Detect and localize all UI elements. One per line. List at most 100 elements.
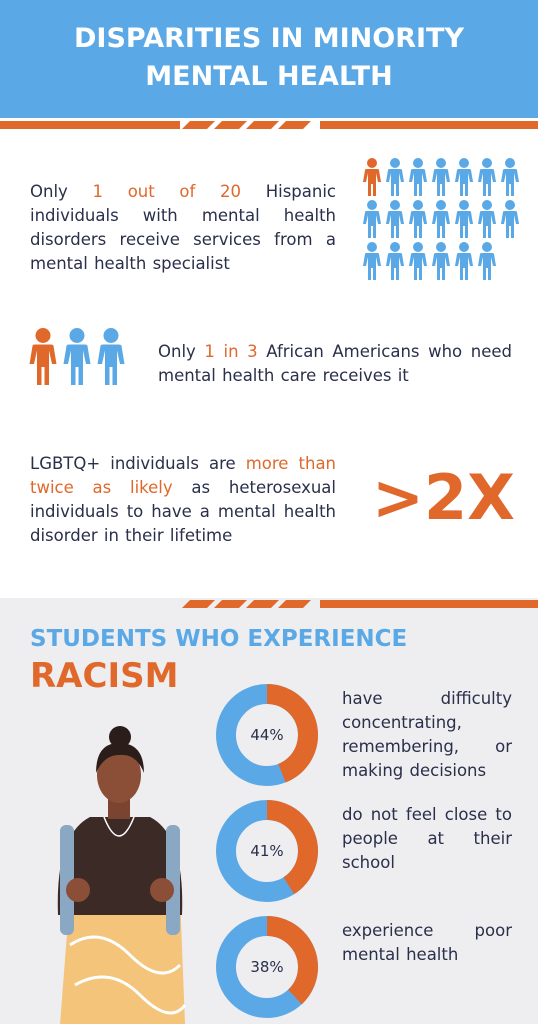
body xyxy=(501,211,519,238)
body xyxy=(409,253,427,280)
head xyxy=(459,200,469,210)
body xyxy=(478,169,496,196)
head xyxy=(482,200,492,210)
person-icon xyxy=(363,158,381,196)
fact-text: Only xyxy=(30,182,93,201)
head xyxy=(459,242,469,252)
fact-text: LGBTQ+ individuals are xyxy=(30,454,246,473)
people-icons xyxy=(29,328,125,385)
person-icon xyxy=(63,328,91,385)
head xyxy=(505,200,515,210)
big-stat: >2X xyxy=(372,461,515,534)
fact-text: as heterosexual individuals to have a me… xyxy=(30,478,336,545)
person-icon xyxy=(97,328,125,385)
head xyxy=(436,242,446,252)
person-icon xyxy=(386,242,404,280)
head xyxy=(390,158,400,168)
head xyxy=(482,242,492,252)
body xyxy=(432,211,450,238)
head xyxy=(413,242,423,252)
body xyxy=(432,253,450,280)
fact-text: 1 in 3 xyxy=(204,342,258,361)
fact-text: African Americans who need mental health… xyxy=(158,342,512,385)
person-icon xyxy=(478,200,496,238)
body xyxy=(432,169,450,196)
stat-text: do not feel close to people at their sch… xyxy=(342,805,512,872)
head xyxy=(413,200,423,210)
person-icon xyxy=(363,242,381,280)
donut-label: 38% xyxy=(250,958,283,976)
person-icon xyxy=(409,200,427,238)
fact: LGBTQ+ individuals are more than twice a… xyxy=(30,452,336,548)
person-icon xyxy=(432,158,450,196)
body xyxy=(63,344,91,385)
body xyxy=(363,169,381,196)
person-icon xyxy=(455,158,473,196)
head xyxy=(390,200,400,210)
donut-arc xyxy=(216,800,318,902)
fact-text: more than twice as likely xyxy=(30,454,337,497)
person-icon xyxy=(432,200,450,238)
body xyxy=(478,253,496,280)
head xyxy=(436,158,446,168)
person-icon xyxy=(455,200,473,238)
head xyxy=(367,158,377,168)
donut-label: 41% xyxy=(250,842,283,860)
body xyxy=(386,211,404,238)
body xyxy=(97,344,125,385)
person-icon xyxy=(478,242,496,280)
body xyxy=(363,211,381,238)
head xyxy=(390,242,400,252)
title-line: DISPARITIES IN MINORITY xyxy=(73,23,464,54)
person-icon xyxy=(478,158,496,196)
student-illustration xyxy=(57,726,187,1024)
donut-label: 44% xyxy=(250,726,283,744)
fact-text: 1 out of 20 xyxy=(92,182,242,201)
head xyxy=(367,242,377,252)
head xyxy=(482,158,492,168)
head xyxy=(505,158,515,168)
person-icon xyxy=(386,158,404,196)
fact-text: Only xyxy=(158,342,205,361)
person-icon xyxy=(432,242,450,280)
person-icon xyxy=(29,328,57,385)
header-band xyxy=(0,0,538,118)
donut: 44% xyxy=(216,684,318,786)
person-icon xyxy=(501,200,519,238)
donut-arc xyxy=(216,684,318,786)
people-icons xyxy=(363,158,519,280)
head xyxy=(459,158,469,168)
body xyxy=(455,253,473,280)
fact: Only 1 in 3 African Americans who need m… xyxy=(158,340,512,388)
body xyxy=(363,253,381,280)
head xyxy=(35,328,51,343)
body xyxy=(386,253,404,280)
stripe xyxy=(0,121,538,129)
body xyxy=(386,169,404,196)
section-emphasis: RACISM xyxy=(30,656,179,696)
person-icon xyxy=(409,242,427,280)
body xyxy=(455,169,473,196)
fact: Only 1 out of 20 Hispanic individuals wi… xyxy=(30,180,336,276)
stat-text: have difficulty concentrating, rememberi… xyxy=(342,689,512,780)
stat-text: experience poor mental health xyxy=(342,921,512,964)
person-icon xyxy=(386,200,404,238)
donut-arc xyxy=(216,916,318,1018)
section-title: STUDENTS WHO EXPERIENCE xyxy=(30,626,408,652)
stripe xyxy=(182,600,538,608)
body xyxy=(501,169,519,196)
fact-text: Hispanic individuals with mental health … xyxy=(30,182,336,273)
person-icon xyxy=(501,158,519,196)
donut: 41% xyxy=(216,800,318,902)
donut: 38% xyxy=(216,916,318,1018)
body xyxy=(455,211,473,238)
body xyxy=(478,211,496,238)
head xyxy=(413,158,423,168)
head xyxy=(367,200,377,210)
title-line: MENTAL HEALTH xyxy=(145,61,393,92)
head xyxy=(436,200,446,210)
header-title: DISPARITIES IN MINORITY MENTAL HEALTH xyxy=(0,20,538,96)
person-icon xyxy=(409,158,427,196)
body xyxy=(409,169,427,196)
